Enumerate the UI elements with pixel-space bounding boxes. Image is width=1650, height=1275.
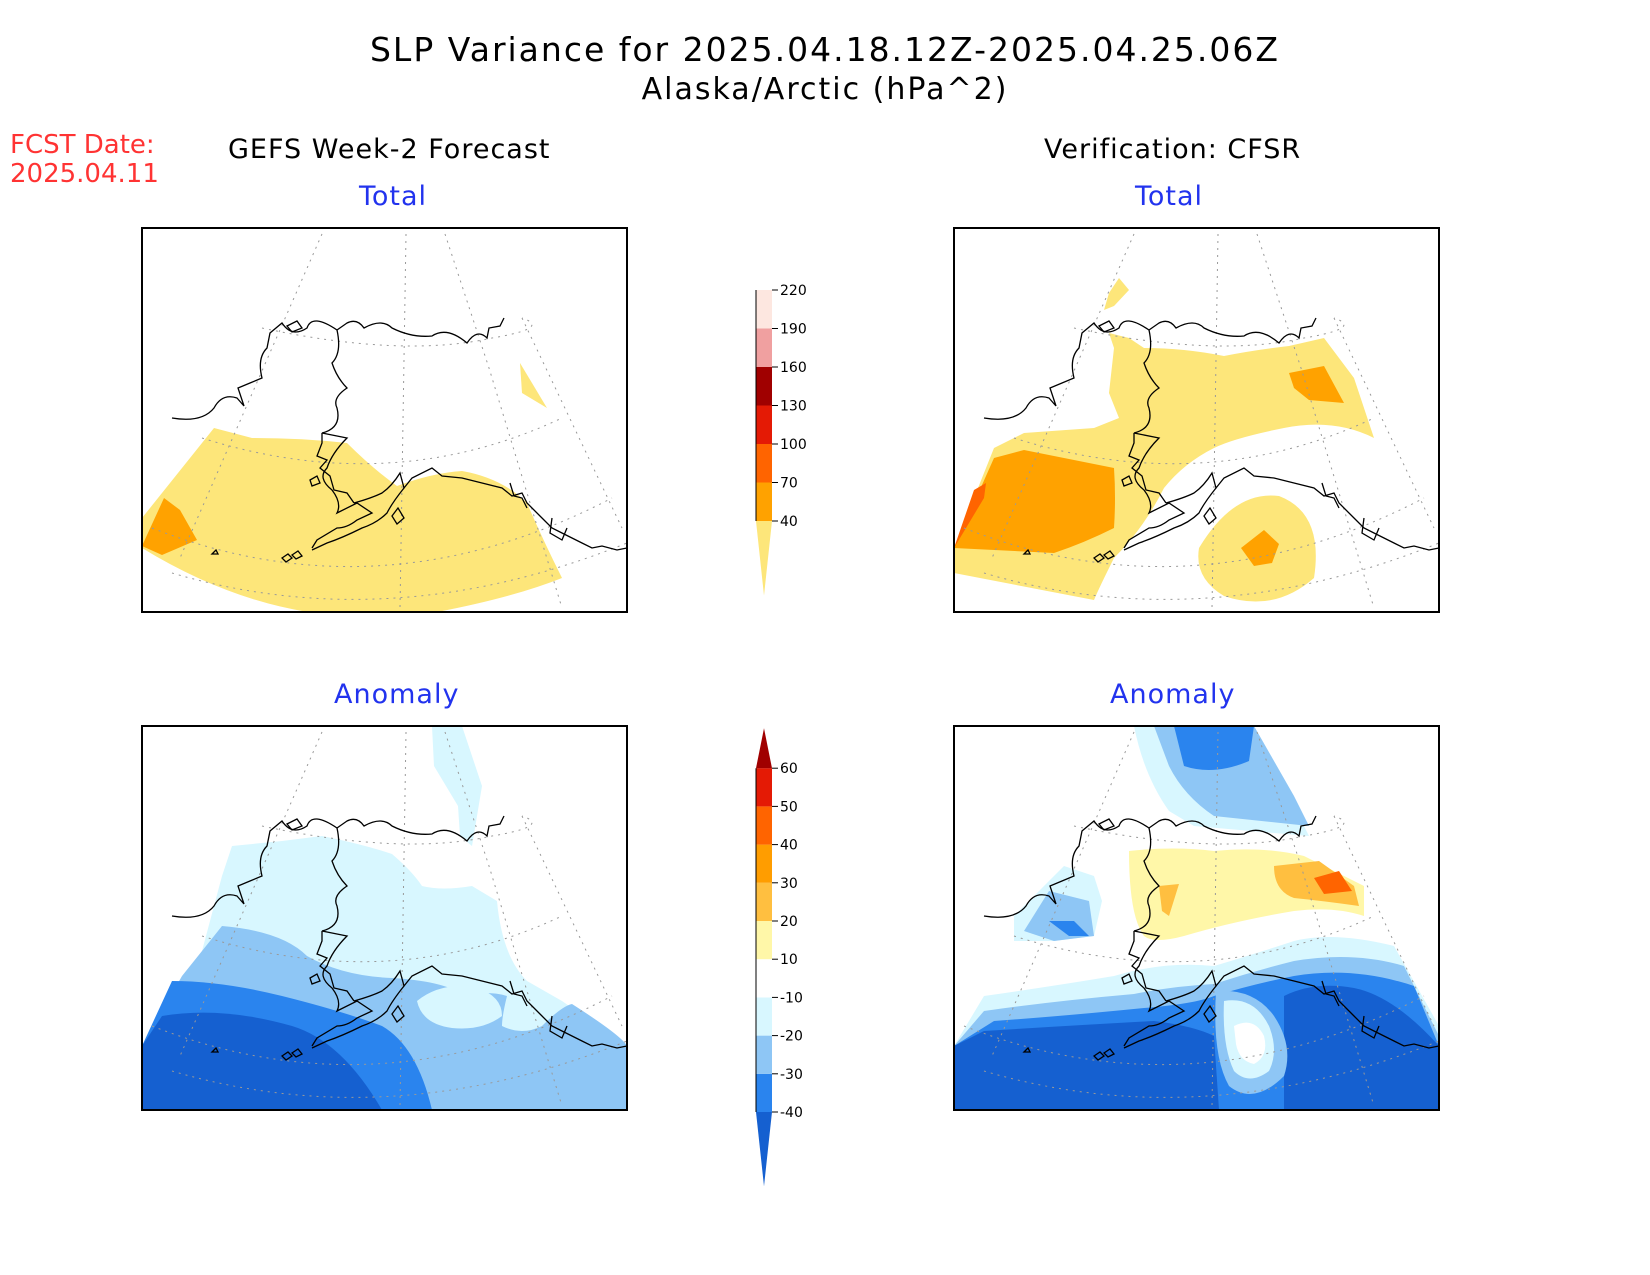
forecast-anomaly-map [142, 726, 627, 1110]
anomaly-colorbar-tick-label: -20 [780, 1029, 803, 1045]
verification-anomaly-frame [953, 725, 1440, 1111]
anomaly-colorbar-tick-label: 60 [780, 761, 798, 777]
anomaly-colorbar-tick-label: 50 [780, 799, 798, 815]
forecast-anomaly-frame [141, 725, 628, 1111]
verification-total-frame [953, 227, 1440, 613]
anomaly-colorbar-swatch [756, 997, 772, 1036]
anomaly-colorbar-tick-label: 40 [780, 838, 798, 854]
verification-total-orange-circle [1241, 530, 1279, 566]
forecast-total-map [142, 233, 627, 612]
verification-total-title: Total [1135, 181, 1204, 212]
verification-total-red-sliver [954, 483, 986, 548]
anomaly-colorbar-tick-label: 30 [780, 876, 798, 892]
verification-anomaly-mid-top [1174, 726, 1254, 770]
total-colorbar-tick-label: 100 [780, 437, 807, 453]
chart-subtitle: Alaska/Arctic (hPa^2) [641, 72, 1009, 107]
total-colorbar: 40 70 100 130 160 190 220 [755, 283, 807, 596]
anomaly-colorbar-swatch [756, 768, 772, 807]
fcst-date-label: FCST Date: [10, 130, 155, 160]
total-colorbar-tick-label: 130 [780, 399, 807, 415]
verification-anomaly-orange-east [1314, 871, 1352, 894]
total-colorbar-swatch [756, 444, 772, 483]
verification-anomaly-title: Anomaly [1110, 679, 1236, 710]
anomaly-colorbar-swatch [756, 921, 772, 960]
forecast-total-yellow-patch [520, 363, 547, 408]
total-colorbar-tick-label: 190 [780, 322, 807, 338]
anomaly-colorbar-swatch [756, 1112, 772, 1187]
verification-anomaly-dark-southeast [1284, 985, 1439, 1110]
fcst-date-value: 2025.04.11 [10, 159, 159, 189]
forecast-column-header: GEFS Week-2 Forecast [228, 134, 551, 165]
verification-anomaly-mid-west [1049, 921, 1089, 936]
anomaly-colorbar-swatch [756, 1035, 772, 1074]
forecast-anomaly-pale-arm [432, 726, 482, 846]
forecast-anomaly-white-hole [417, 986, 502, 1029]
total-colorbar-swatch [756, 290, 772, 329]
anomaly-colorbar-tick-label: -10 [780, 990, 803, 1006]
total-colorbar-swatch [756, 367, 772, 406]
total-colorbar-swatch [756, 482, 772, 521]
anomaly-colorbar-tick-label: -30 [780, 1067, 803, 1083]
total-colorbar-swatch [756, 405, 772, 444]
verification-anomaly-dark-south [954, 1021, 1219, 1110]
total-colorbar-swatch [756, 521, 772, 596]
forecast-anomaly-dark-blue [142, 1012, 382, 1110]
anomaly-colorbar-swatch [756, 1073, 772, 1112]
anomaly-colorbar-swatch [756, 728, 772, 769]
total-colorbar-swatch [756, 328, 772, 367]
verification-total-yellow-blob [1104, 278, 1129, 310]
anomaly-colorbar-tick-label: -40 [780, 1105, 803, 1121]
verification-anomaly-gold-east [1274, 861, 1359, 906]
anomaly-colorbar-tick-label: 10 [780, 952, 798, 968]
anomaly-colorbar-swatch [756, 844, 772, 883]
forecast-total-yellow-region [142, 428, 562, 612]
verification-anomaly-white-core [1234, 1022, 1266, 1064]
forecast-total-title: Total [359, 181, 428, 212]
verification-anomaly-map [954, 726, 1439, 1110]
chart-title: SLP Variance for 2025.04.18.12Z-2025.04.… [369, 30, 1281, 69]
anomaly-colorbar-swatch [756, 882, 772, 921]
total-colorbar-tick-label: 70 [780, 476, 798, 492]
anomaly-colorbar-tick-label: 20 [780, 914, 798, 930]
total-colorbar-tick-label: 40 [780, 514, 798, 530]
anomaly-colorbar-swatch [756, 806, 772, 845]
anomaly-colorbar-swatch [756, 959, 772, 998]
verification-total-map [954, 233, 1439, 609]
forecast-total-orange-region [142, 498, 197, 555]
anomaly-colorbar: -40 -30 -20 -10 10 20 30 40 50 60 [755, 728, 803, 1187]
verification-column-header: Verification: CFSR [1044, 134, 1302, 165]
verification-total-orange-west [954, 450, 1115, 553]
forecast-total-frame [141, 227, 628, 613]
forecast-anomaly-title: Anomaly [334, 679, 460, 710]
verification-anomaly-gold-west [1159, 884, 1179, 916]
total-colorbar-tick-label: 160 [780, 360, 807, 376]
total-colorbar-tick-label: 220 [780, 283, 807, 299]
